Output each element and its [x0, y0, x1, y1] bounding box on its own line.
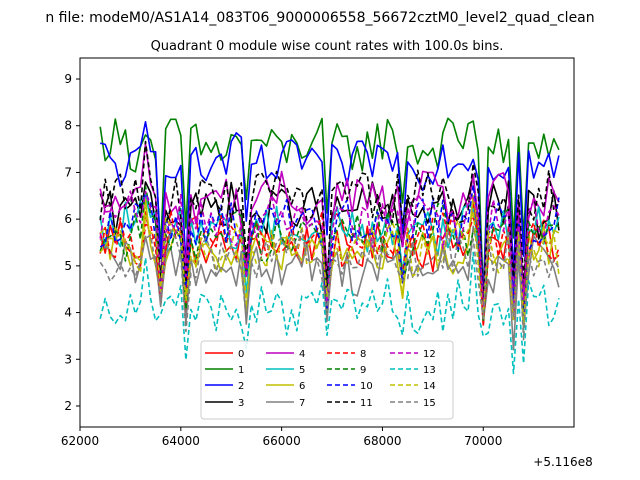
- legend-label-2: 2: [238, 381, 244, 392]
- figure-suptitle: n file: modeM0/AS1A14_083T06_9000006558_…: [45, 10, 594, 26]
- y-tick-label: 7: [64, 165, 72, 179]
- plot-frame: [79, 57, 575, 428]
- legend-label-6: 6: [299, 381, 305, 392]
- y-tick-label: 2: [64, 399, 72, 413]
- legend-label-9: 9: [360, 365, 366, 376]
- legend-label-14: 14: [423, 381, 436, 392]
- legend-label-13: 13: [423, 365, 436, 376]
- x-tick-label: 64000: [162, 434, 200, 448]
- legend-label-5: 5: [299, 365, 305, 376]
- legend-label-1: 1: [238, 365, 244, 376]
- y-tick-label: 5: [64, 259, 72, 273]
- series-line-12: [99, 190, 560, 322]
- y-tick-label: 4: [64, 306, 72, 320]
- legend-label-0: 0: [238, 349, 244, 360]
- y-tick-label: 9: [64, 72, 72, 86]
- y-axis: 2 3 4 5 6 7 8 9: [64, 72, 80, 413]
- legend-label-7: 7: [299, 398, 305, 409]
- y-tick-label: 8: [64, 119, 72, 133]
- legend-label-12: 12: [423, 349, 436, 360]
- legend-label-11: 11: [360, 398, 373, 409]
- legend-label-15: 15: [423, 398, 436, 409]
- series-layer: [99, 117, 560, 375]
- x-offset-label: +5.116e8: [533, 455, 592, 469]
- series-line-13: [99, 251, 560, 375]
- x-tick-label: 70000: [464, 434, 502, 448]
- chart-title: Quadrant 0 module wise count rates with …: [151, 39, 504, 54]
- legend-label-3: 3: [238, 398, 244, 409]
- x-axis: 62000 64000 66000 68000 70000: [61, 427, 502, 448]
- legend-label-8: 8: [360, 349, 366, 360]
- x-tick-label: 68000: [363, 434, 401, 448]
- legend-box: [200, 340, 454, 420]
- legend-label-10: 10: [360, 381, 373, 392]
- x-tick-label: 66000: [263, 434, 301, 448]
- y-tick-label: 3: [64, 352, 72, 366]
- y-tick-label: 6: [64, 212, 72, 226]
- x-tick-label: 62000: [61, 434, 99, 448]
- legend-label-4: 4: [299, 349, 305, 360]
